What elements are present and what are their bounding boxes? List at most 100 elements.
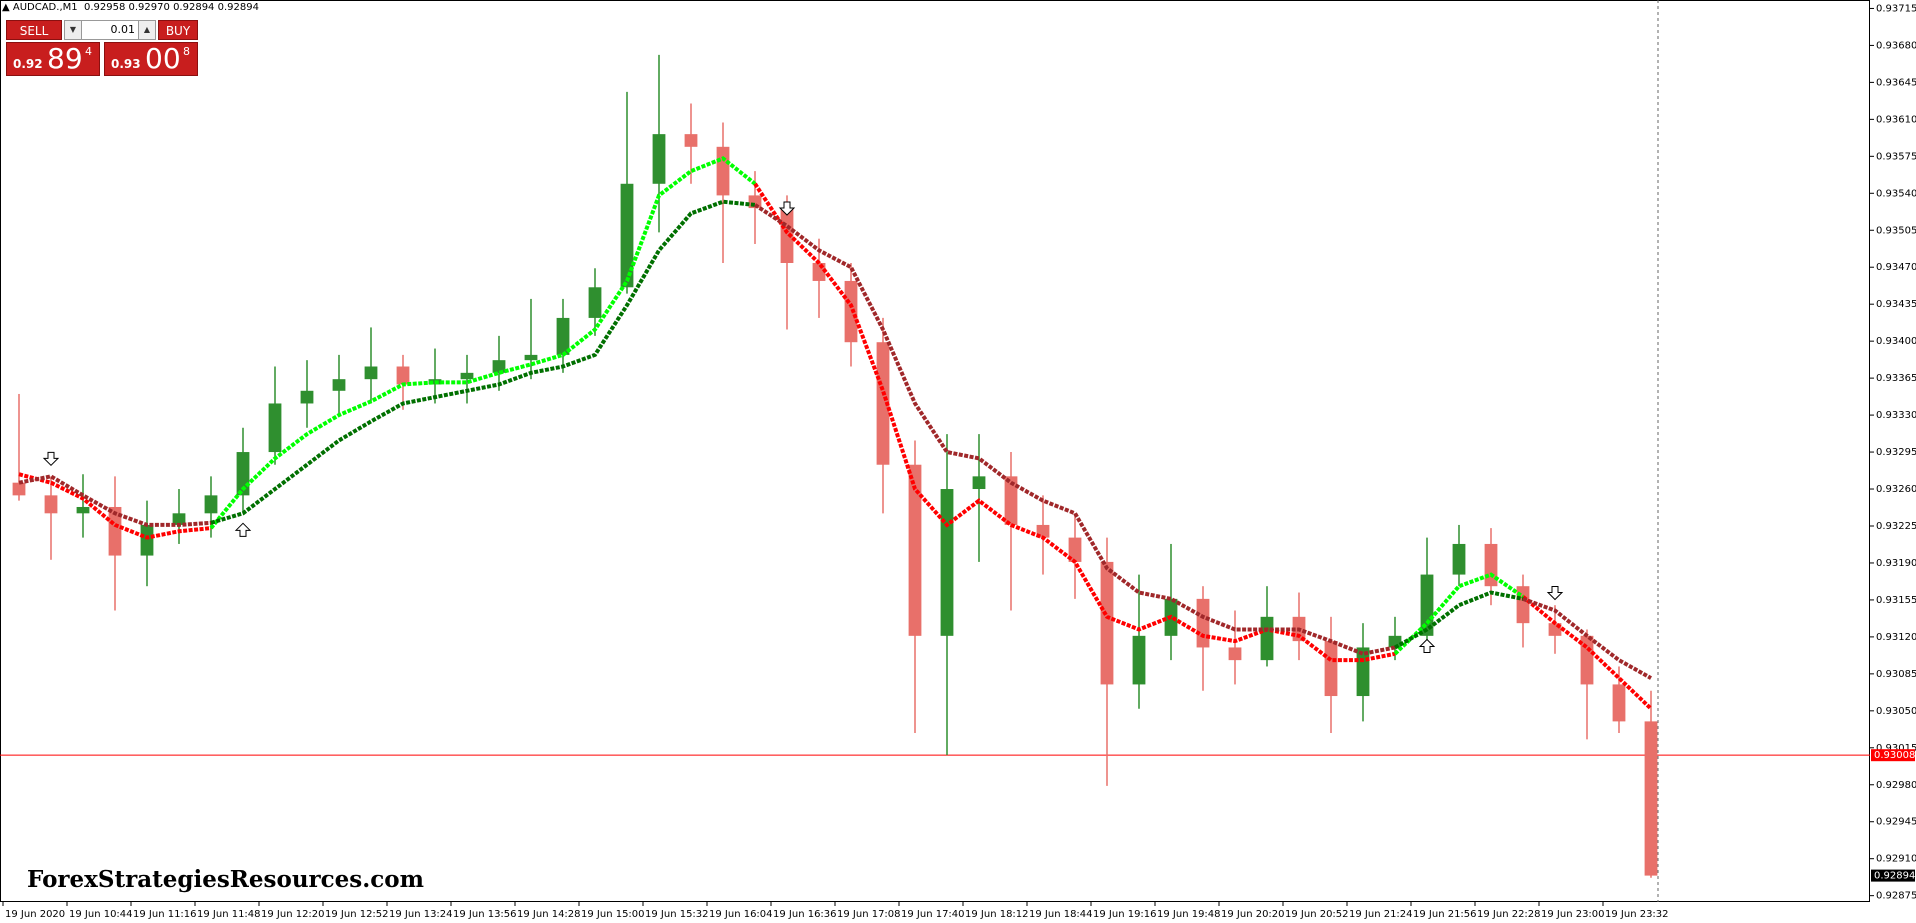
x-tick-label: 19 Jun 19:48 <box>1157 909 1221 920</box>
y-tick-label: 0.93365 <box>1876 373 1916 384</box>
sell-button[interactable]: SELL <box>6 20 62 40</box>
y-tick-label: 0.93470 <box>1876 262 1916 273</box>
x-tick-label: 19 Jun 21:56 <box>1413 909 1477 920</box>
candle-body <box>1388 635 1402 648</box>
y-tick-label: 0.93155 <box>1876 595 1916 606</box>
trade-panel: SELL 0.01 ▼ ▲ BUY 0.92 89 4 0.93 00 8 <box>6 20 198 76</box>
sell-arrow <box>1546 585 1564 601</box>
buy-button[interactable]: BUY <box>158 20 198 40</box>
y-tick-label: 0.93190 <box>1876 558 1916 569</box>
candle-body <box>684 134 698 147</box>
candle-body <box>300 390 314 404</box>
x-tick-label: 19 Jun 2020 <box>5 909 65 920</box>
candle-body <box>172 513 186 525</box>
slow-ma-line <box>753 203 1396 656</box>
candle-body <box>1260 616 1274 661</box>
y-tick-label: 0.93610 <box>1876 114 1916 125</box>
candle-body <box>108 506 122 556</box>
candle-body <box>940 489 954 636</box>
price-small: 0.92 <box>13 57 43 71</box>
lot-field[interactable]: 0.01 ▼ ▲ <box>64 20 156 40</box>
candle-body <box>556 317 570 355</box>
ohlc: 0.92970 <box>128 2 170 13</box>
ohlc: 0.92894 <box>217 2 259 13</box>
candle-body <box>1100 561 1114 685</box>
plot-frame <box>0 0 1870 902</box>
candle-body <box>588 287 602 318</box>
y-tick-label: 0.93540 <box>1876 188 1916 199</box>
candle-body <box>204 495 218 514</box>
watermark: ForexStrategiesResources.com <box>27 866 424 893</box>
y-tick-label: 0.93400 <box>1876 336 1916 347</box>
lot-up[interactable]: ▲ <box>138 21 155 39</box>
y-tick-label: 0.92980 <box>1876 780 1916 791</box>
candle-body <box>524 354 538 361</box>
y-tick-label: 0.93225 <box>1876 521 1916 532</box>
candle-body <box>1644 721 1658 876</box>
sell-price[interactable]: 0.92 89 4 <box>6 42 100 76</box>
price-sup: 4 <box>85 45 92 58</box>
slow-ma-line <box>18 474 212 527</box>
slow-ma-line <box>210 199 756 525</box>
price-big: 89 <box>47 42 83 75</box>
x-tick-label: 19 Jun 17:08 <box>837 909 901 920</box>
y-tick-label: 0.93295 <box>1876 447 1916 458</box>
y-tick-label: 0.93120 <box>1876 632 1916 643</box>
x-tick-label: 19 Jun 10:44 <box>69 909 133 920</box>
candle-body <box>1196 598 1210 648</box>
x-tick-label: 19 Jun 13:56 <box>453 909 517 920</box>
candle-body <box>1452 543 1466 575</box>
y-tick-label: 0.93680 <box>1876 40 1916 51</box>
candle-body <box>1420 574 1434 636</box>
candle-body <box>332 379 346 391</box>
candle-body <box>44 495 58 514</box>
ohlc: 0.92894 <box>173 2 215 13</box>
y-tick-label: 0.93435 <box>1876 299 1916 310</box>
x-tick-label: 19 Jun 19:16 <box>1093 909 1157 920</box>
candle-body <box>12 482 26 496</box>
x-tick-label: 19 Jun 11:16 <box>133 909 197 920</box>
x-tick-label: 19 Jun 12:52 <box>325 909 389 920</box>
fast-ma-line <box>753 182 1396 663</box>
buy-price[interactable]: 0.93 00 8 <box>104 42 198 76</box>
sell-arrow <box>778 201 796 216</box>
candle-body <box>844 280 858 343</box>
sell-arrow <box>42 451 60 467</box>
candle-body <box>620 183 634 288</box>
y-tick-label: 0.93085 <box>1876 669 1916 680</box>
candle-body <box>396 366 410 385</box>
x-tick-label: 19 Jun 16:36 <box>773 909 837 920</box>
last-price-label: 0.92894 <box>1874 871 1915 882</box>
symbol: AUDCAD.,M1 <box>12 2 78 13</box>
x-tick-label: 19 Jun 16:04 <box>709 909 773 920</box>
fast-ma-line <box>209 156 757 530</box>
candle-body <box>268 403 282 453</box>
price-big: 00 <box>145 42 181 75</box>
candle-body <box>1324 641 1338 697</box>
candle-body <box>1004 476 1018 525</box>
x-tick-label: 19 Jun 18:12 <box>965 909 1029 920</box>
x-tick-label: 19 Jun 23:00 <box>1541 909 1605 920</box>
candle-body <box>492 360 506 373</box>
candle-body <box>76 506 90 514</box>
x-tick-label: 19 Jun 21:24 <box>1349 909 1413 920</box>
candle-body <box>972 476 986 490</box>
candle-body <box>908 464 922 636</box>
y-tick-label: 0.92875 <box>1876 891 1916 902</box>
x-tick-label: 19 Jun 14:28 <box>517 909 581 920</box>
y-tick-label: 0.92910 <box>1876 854 1916 865</box>
y-tick-label: 0.92945 <box>1876 817 1916 828</box>
ohlc: 0.92958 <box>83 2 126 13</box>
y-tick-label: 0.93715 <box>1876 3 1916 14</box>
x-tick-label: 19 Jun 11:48 <box>197 909 261 920</box>
slow-ma-line <box>1522 596 1652 680</box>
y-tick-label: 0.93330 <box>1876 410 1916 421</box>
y-tick-label: 0.93505 <box>1876 225 1916 236</box>
candle-body <box>1612 684 1626 722</box>
candle-body <box>876 342 890 465</box>
price-tag-label: 0.93008 <box>1874 750 1915 761</box>
lot-down[interactable]: ▼ <box>65 21 82 39</box>
candle-body <box>716 146 730 196</box>
